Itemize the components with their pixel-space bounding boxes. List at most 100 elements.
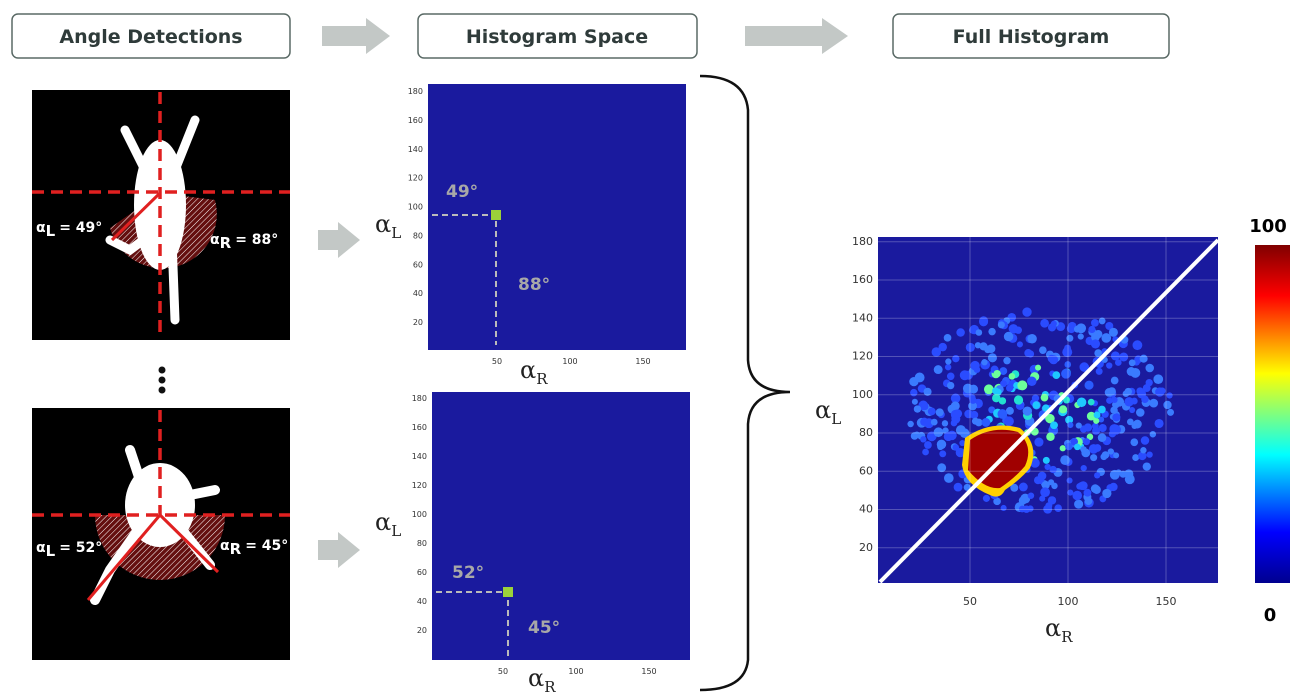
density-dot bbox=[1082, 438, 1091, 446]
density-dot bbox=[1149, 431, 1157, 438]
density-dot bbox=[974, 418, 983, 427]
y-tick-label: 40 bbox=[413, 289, 423, 298]
density-dot bbox=[1154, 418, 1164, 429]
density-dot bbox=[992, 393, 1001, 403]
y-tick-label: 120 bbox=[412, 481, 427, 490]
x-tick-label: 50 bbox=[492, 357, 502, 366]
density-dot bbox=[1140, 447, 1147, 454]
density-dot bbox=[937, 463, 947, 473]
density-dot bbox=[1074, 499, 1084, 509]
density-dot bbox=[956, 328, 965, 337]
density-dot bbox=[943, 333, 952, 342]
density-dot bbox=[1050, 320, 1057, 327]
y-axis-label: αL bbox=[375, 508, 401, 540]
point-label: 52° bbox=[452, 563, 484, 583]
angle-label: αL = 52° bbox=[36, 540, 102, 560]
density-dot bbox=[924, 441, 932, 449]
density-dot bbox=[1008, 324, 1019, 334]
frog-legs bbox=[105, 115, 200, 325]
density-dot bbox=[953, 482, 963, 492]
step-label: Full Histogram bbox=[953, 26, 1110, 48]
density-dot bbox=[1046, 432, 1055, 441]
plot-area bbox=[428, 84, 686, 350]
density-dot bbox=[964, 409, 973, 419]
density-dot bbox=[1062, 347, 1073, 358]
density-dot bbox=[955, 447, 966, 458]
density-dot bbox=[1146, 451, 1153, 458]
density-dot bbox=[1094, 349, 1103, 357]
density-dot bbox=[1114, 359, 1122, 366]
step-box bbox=[892, 13, 1170, 59]
density-dot bbox=[1061, 368, 1071, 379]
density-dot bbox=[1095, 367, 1103, 375]
density-dot bbox=[1084, 497, 1093, 506]
density-dot bbox=[1067, 489, 1074, 496]
density-dot bbox=[1086, 433, 1094, 441]
angle-label: αR = 88° bbox=[210, 232, 278, 252]
y-tick-label: 160 bbox=[412, 423, 427, 432]
arrow bbox=[322, 18, 390, 54]
density-dot bbox=[1106, 362, 1113, 369]
density-dot bbox=[1077, 482, 1086, 490]
colorbar-label: 0 bbox=[1264, 605, 1277, 626]
density-dot bbox=[953, 409, 963, 418]
density-dot bbox=[1111, 396, 1118, 403]
ellipsis bbox=[158, 366, 166, 394]
density-dot bbox=[975, 329, 983, 336]
density-dot bbox=[981, 359, 988, 366]
density-dot bbox=[1109, 469, 1120, 480]
density-dot bbox=[913, 405, 922, 413]
density-dot bbox=[1080, 464, 1087, 472]
density-dot bbox=[1107, 387, 1116, 396]
y-tick-label: 40 bbox=[859, 503, 873, 516]
density-dot bbox=[997, 409, 1008, 419]
y-tick-label: 180 bbox=[852, 235, 873, 248]
y-tick-label: 80 bbox=[417, 539, 427, 548]
density-dot bbox=[1003, 331, 1014, 342]
density-dot bbox=[923, 387, 932, 396]
density-dot bbox=[1153, 374, 1164, 385]
density-dot bbox=[938, 342, 947, 352]
density-dot bbox=[1040, 393, 1049, 402]
y-tick-label: 160 bbox=[408, 116, 423, 125]
density-dot bbox=[1045, 413, 1055, 424]
density-dot bbox=[930, 418, 938, 426]
density-dot bbox=[1067, 421, 1074, 429]
density-dot bbox=[1142, 462, 1151, 471]
histogram: 52° 45° αL αR 20 40 60 80 100 120 140 160 180 50 1… bbox=[375, 392, 690, 696]
density-dot bbox=[1083, 488, 1092, 497]
density-dot bbox=[959, 370, 970, 381]
density-dot bbox=[1141, 395, 1149, 404]
density-dot bbox=[910, 388, 918, 397]
full-histogram: 100 0 αL αR 20 40 60 80 100 120 140 160 180 50 100… bbox=[815, 216, 1290, 646]
colorbar bbox=[1255, 245, 1290, 583]
density-dot bbox=[955, 425, 966, 436]
density-dot bbox=[1041, 480, 1050, 490]
density-dot bbox=[1140, 436, 1150, 445]
density-dot bbox=[1027, 505, 1034, 512]
density-dot bbox=[1098, 416, 1105, 423]
density-dot bbox=[1027, 376, 1037, 387]
density-dot bbox=[1166, 392, 1173, 399]
density-dot bbox=[1065, 442, 1073, 451]
density-dot bbox=[1037, 471, 1047, 481]
density-dot bbox=[1124, 387, 1133, 396]
density-dot bbox=[1142, 384, 1151, 393]
density-dot bbox=[1032, 401, 1041, 409]
density-dot bbox=[1090, 339, 1101, 349]
y-tick-label: 180 bbox=[412, 394, 427, 403]
angle-line bbox=[86, 514, 162, 601]
density-dot bbox=[1132, 454, 1140, 462]
density-dot bbox=[1163, 400, 1172, 410]
density-dot bbox=[1091, 422, 1099, 430]
density-dot bbox=[1073, 325, 1081, 333]
density-dot bbox=[1076, 397, 1087, 408]
density-dot bbox=[1008, 373, 1016, 380]
x-tick-label: 100 bbox=[1058, 595, 1079, 608]
density-dot bbox=[981, 418, 991, 427]
x-axis-label: αR bbox=[528, 664, 556, 696]
angle-line bbox=[158, 513, 220, 574]
density-dot bbox=[1130, 397, 1138, 405]
density-dot bbox=[1094, 472, 1101, 479]
y-tick-label: 100 bbox=[852, 388, 873, 401]
